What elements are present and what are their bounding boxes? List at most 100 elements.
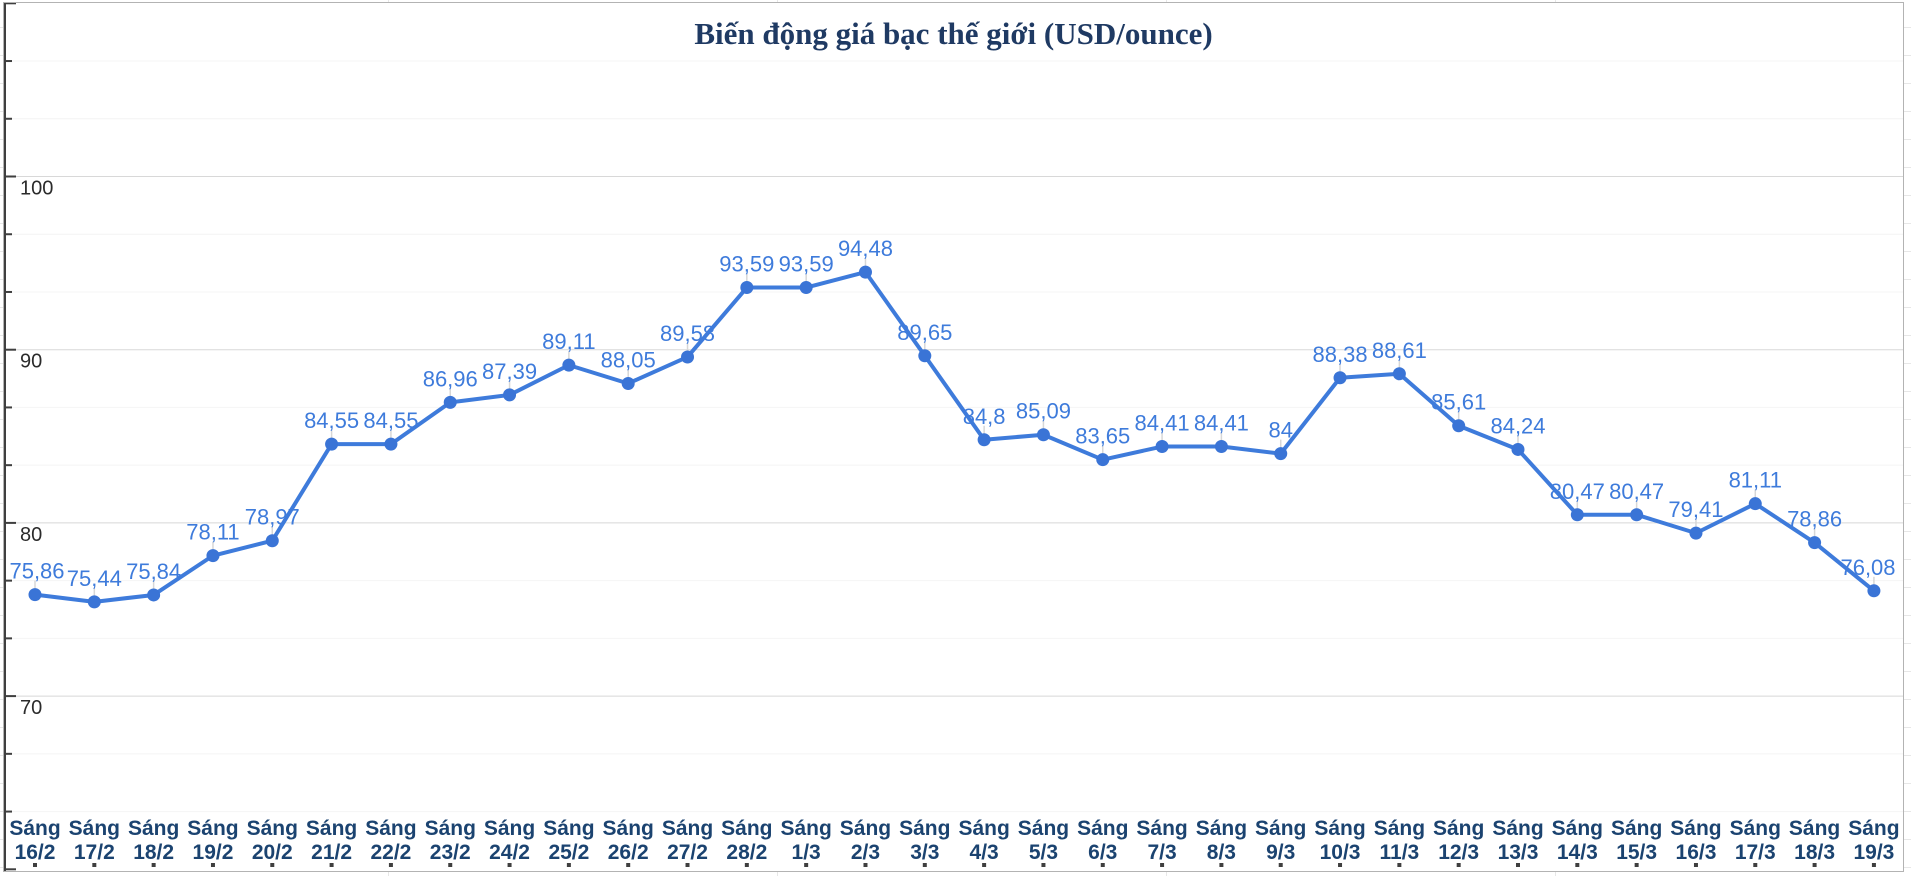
data-point-label: 80,47 xyxy=(1550,479,1605,504)
data-point-marker[interactable] xyxy=(1570,508,1584,522)
x-axis-tick xyxy=(507,863,512,867)
data-point-label: 86,96 xyxy=(423,366,478,391)
data-point-marker[interactable] xyxy=(1274,447,1288,461)
x-axis-tick xyxy=(922,863,927,867)
data-point-marker[interactable] xyxy=(206,549,220,563)
y-axis-tick-label: 100 xyxy=(20,178,53,200)
data-point-label: 78,86 xyxy=(1787,507,1842,532)
data-point-marker[interactable] xyxy=(858,265,872,279)
data-point-label: 88,61 xyxy=(1372,338,1427,363)
data-point-label: 89,65 xyxy=(897,320,952,345)
x-axis-tick xyxy=(1219,863,1224,867)
x-axis-label: Sáng 14/3 xyxy=(1552,817,1603,864)
x-axis-tick xyxy=(1634,863,1639,867)
x-axis-label: Sáng 19/2 xyxy=(187,817,238,864)
data-point-label: 87,39 xyxy=(482,359,537,384)
x-axis-label: Sáng 4/3 xyxy=(958,817,1009,864)
data-point-marker[interactable] xyxy=(681,350,695,364)
x-axis-tick xyxy=(1160,863,1165,867)
x-axis-label: Sáng 6/3 xyxy=(1077,817,1128,864)
silver-price-chart[interactable]: Biến động giá bạc thế giới (USD/ounce) 1… xyxy=(3,2,1904,872)
data-point-marker[interactable] xyxy=(1333,371,1347,385)
data-point-marker[interactable] xyxy=(1808,536,1822,550)
x-axis-label: Sáng 27/2 xyxy=(662,817,713,864)
data-point-label: 84,24 xyxy=(1490,413,1545,438)
x-axis-tick xyxy=(1812,863,1817,867)
x-axis-tick xyxy=(448,863,453,867)
x-axis-tick xyxy=(1041,863,1046,867)
data-point-label: 84,41 xyxy=(1135,411,1190,436)
x-axis-label: Sáng 19/3 xyxy=(1848,817,1899,864)
x-axis-label: Sáng 9/3 xyxy=(1255,817,1306,864)
data-point-marker[interactable] xyxy=(1036,428,1050,442)
x-axis-label: Sáng 11/3 xyxy=(1374,817,1425,864)
data-point-marker[interactable] xyxy=(740,281,754,295)
x-axis-label: Sáng 16/2 xyxy=(9,817,60,864)
x-axis-tick xyxy=(863,863,868,867)
x-axis-tick xyxy=(1456,863,1461,867)
data-point-label: 94,48 xyxy=(838,236,893,261)
data-point-marker[interactable] xyxy=(918,349,932,363)
data-point-label: 84,41 xyxy=(1194,411,1249,436)
data-point-marker[interactable] xyxy=(1214,440,1228,454)
data-point-marker[interactable] xyxy=(1867,584,1881,598)
data-point-label: 88,05 xyxy=(601,347,656,372)
data-point-marker[interactable] xyxy=(1511,442,1525,456)
x-axis-tick xyxy=(33,863,37,867)
data-point-label: 93,59 xyxy=(779,252,834,277)
data-point-label: 89,11 xyxy=(542,329,595,354)
data-point-marker[interactable] xyxy=(1096,453,1110,467)
data-point-label: 75,84 xyxy=(126,559,181,584)
data-point-marker[interactable] xyxy=(1630,508,1644,522)
x-axis-tick xyxy=(1693,863,1698,867)
data-point-marker[interactable] xyxy=(1392,367,1406,381)
x-axis-label: Sáng 15/3 xyxy=(1611,817,1662,864)
x-axis-label: Sáng 13/3 xyxy=(1492,817,1543,864)
x-axis-label: Sáng 21/2 xyxy=(306,817,357,864)
data-point-marker[interactable] xyxy=(325,437,339,451)
x-axis-label: Sáng 17/3 xyxy=(1730,817,1781,864)
data-point-label: 88,38 xyxy=(1313,342,1368,367)
x-axis-label: Sáng 24/2 xyxy=(484,817,535,864)
x-axis-label: Sáng 8/3 xyxy=(1196,817,1247,864)
data-point-marker[interactable] xyxy=(87,595,101,609)
data-point-label: 83,65 xyxy=(1075,424,1130,449)
data-point-marker[interactable] xyxy=(265,534,279,548)
x-axis-tick xyxy=(1516,863,1520,867)
x-axis-tick xyxy=(329,863,334,867)
data-point-marker[interactable] xyxy=(977,433,991,447)
x-axis-tick xyxy=(685,863,690,867)
x-axis-label: Sáng 7/3 xyxy=(1136,817,1187,864)
x-axis-label: Sáng 18/3 xyxy=(1789,817,1840,864)
x-axis-label: Sáng 2/3 xyxy=(840,817,891,864)
data-point-marker[interactable] xyxy=(443,395,457,409)
data-point-label: 78,97 xyxy=(245,505,300,530)
data-point-label: 84 xyxy=(1268,418,1292,443)
x-axis-tick xyxy=(1100,863,1105,867)
data-point-label: 80,47 xyxy=(1609,479,1664,504)
data-point-marker[interactable] xyxy=(147,588,161,602)
x-axis-label: Sáng 17/2 xyxy=(69,817,120,864)
data-point-marker[interactable] xyxy=(621,376,635,390)
data-point-label: 84,55 xyxy=(304,408,359,433)
data-point-marker[interactable] xyxy=(384,437,398,451)
x-axis-label: Sáng 28/2 xyxy=(721,817,772,864)
data-point-marker[interactable] xyxy=(1689,526,1703,540)
data-point-marker[interactable] xyxy=(28,588,42,602)
x-axis-tick xyxy=(566,863,571,867)
x-axis-label: Sáng 1/3 xyxy=(780,817,831,864)
x-axis-tick xyxy=(270,863,275,867)
x-axis-label: Sáng 23/2 xyxy=(425,817,476,864)
y-axis-tick-label: 80 xyxy=(20,524,42,546)
y-axis-tick-label: 70 xyxy=(20,697,42,719)
data-point-marker[interactable] xyxy=(799,281,813,295)
data-point-marker[interactable] xyxy=(1155,440,1169,454)
data-point-marker[interactable] xyxy=(503,388,517,402)
x-axis-tick xyxy=(210,863,215,867)
data-point-marker[interactable] xyxy=(562,358,576,372)
data-point-marker[interactable] xyxy=(1748,497,1762,511)
x-axis-tick xyxy=(744,863,749,867)
data-point-marker[interactable] xyxy=(1452,419,1466,433)
